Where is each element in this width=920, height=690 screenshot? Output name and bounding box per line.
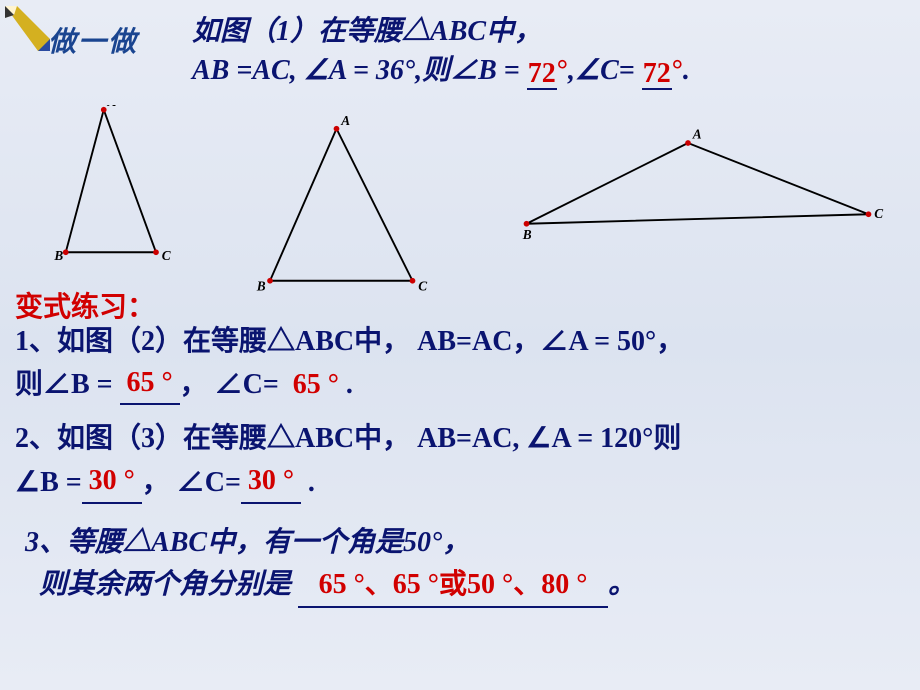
- svg-text:A: A: [692, 126, 702, 141]
- q1-ans-c: 65 °: [293, 369, 339, 400]
- svg-text:B: B: [522, 227, 532, 242]
- svg-text:A: A: [107, 105, 117, 109]
- question-3: 3、等腰△ABC中，有一个角是50°， 则其余两个角分别是 65 °、65 °或…: [25, 522, 636, 608]
- intro-l2d: , ∠: [290, 55, 329, 86]
- intro-abc: ABC: [430, 16, 486, 47]
- q2-d: .: [301, 467, 315, 498]
- intro-ans1: 72: [528, 58, 556, 89]
- intro-blank2: 72: [642, 60, 672, 90]
- section-title: 变式练习：: [15, 285, 155, 325]
- intro-a: A: [329, 55, 353, 86]
- q2-blank-b: 30 °: [82, 460, 142, 504]
- intro-l2f: = 36°,则∠: [353, 55, 478, 86]
- q1-ans-b: 65 °: [127, 367, 173, 398]
- intro-c: C: [600, 55, 619, 86]
- intro-l1a: 如图（1）在等腰△: [192, 16, 430, 47]
- q3-abc: ABC: [151, 527, 207, 558]
- intro-eq: =: [236, 55, 252, 86]
- intro-l2l: .: [683, 55, 690, 86]
- q3-c: 则其余两个角分别是: [39, 569, 298, 600]
- q3-d: 。: [608, 569, 636, 600]
- intro-ans2: 72: [643, 58, 671, 89]
- q3-blank: 65 °、65 °或50 °、80 °: [298, 564, 608, 608]
- q3-a: 3、等腰△: [25, 527, 151, 558]
- header-label: 做一做: [48, 20, 138, 60]
- q1-blank-b: 65 °: [120, 363, 180, 406]
- q2-ans-b: 30 °: [89, 465, 135, 496]
- intro-l2k: =: [619, 55, 642, 86]
- intro-l2h: =: [504, 55, 527, 86]
- intro-l1c: 中，: [486, 16, 542, 47]
- svg-text:A: A: [340, 113, 350, 128]
- q1-d: .: [346, 369, 353, 400]
- svg-text:C: C: [874, 206, 883, 221]
- question-2: 2、如图（3）在等腰△ABC中， AB=AC, ∠A = 120°则 ∠B =3…: [15, 418, 681, 504]
- q1-c: ， ∠C=: [180, 369, 286, 400]
- q2-c: ， ∠C=: [142, 467, 241, 498]
- q1-b: 则∠B =: [15, 369, 120, 400]
- intro-ab: AB: [192, 55, 236, 86]
- triangles-figure: A B C A B C A B C: [20, 105, 900, 295]
- intro-l2i: ,∠: [568, 55, 600, 86]
- svg-text:C: C: [162, 248, 171, 263]
- svg-text:B: B: [53, 248, 63, 263]
- svg-text:C: C: [418, 278, 427, 293]
- intro-blank1: 72: [527, 60, 557, 90]
- intro-b: B: [478, 55, 504, 86]
- q2-b: ∠B =: [15, 467, 82, 498]
- intro-block: 如图（1）在等腰△ABC中， AB =AC, ∠A = 36°,则∠B = 72…: [192, 12, 690, 90]
- svg-text:B: B: [256, 278, 266, 293]
- intro-ac: AC: [252, 55, 289, 86]
- intro-deg2: °: [672, 55, 683, 86]
- q1-blank-c: 65 °: [286, 365, 346, 406]
- intro-deg1: °: [557, 55, 568, 86]
- q2-ans-c: 30 °: [248, 465, 294, 496]
- q2-blank-c: 30 °: [241, 460, 301, 504]
- q3-ans: 65 °、65 °或50 °、80 °: [319, 569, 588, 600]
- q3-b: 中，有一个角是50°，: [207, 527, 470, 558]
- question-1: 1、如图（2）在等腰△ABC中， AB=AC，∠A = 50°， 则∠B = 6…: [15, 322, 684, 405]
- q1-a: 1、如图（2）在等腰△ABC中， AB=AC，∠A = 50°，: [15, 326, 684, 357]
- q2-a: 2、如图（3）在等腰△ABC中， AB=AC, ∠A = 120°则: [15, 423, 681, 454]
